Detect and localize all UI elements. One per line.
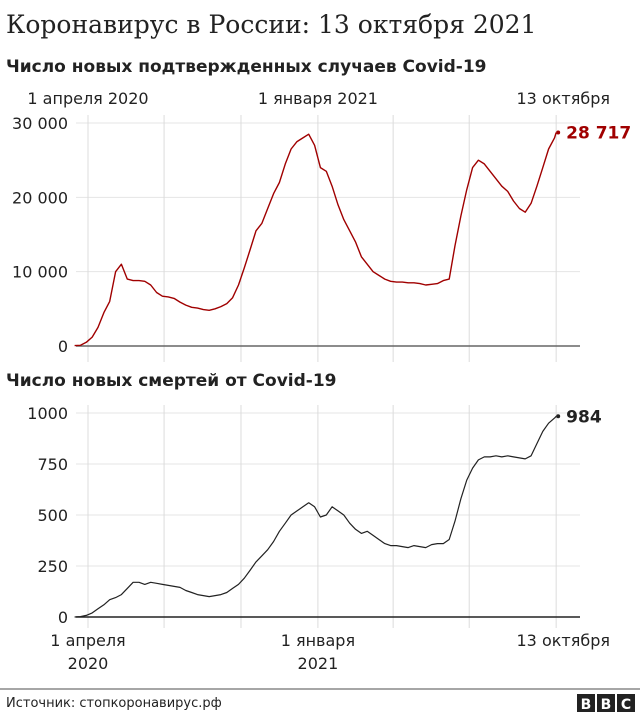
y-tick-label: 750 [37, 455, 68, 474]
cases-chart: 0 10 000 20 000 30 000 28 717 1 апреля 2020 1 … [12, 89, 631, 362]
deaths-chart: 0 250 500 750 1000 984 1 апреля 2020 1 января 202… [27, 404, 610, 673]
x-tick-label: 13 октября [517, 631, 611, 650]
end-point-marker [556, 414, 561, 419]
y-tick-label: 30 000 [12, 114, 68, 133]
end-point-marker [556, 130, 561, 135]
bbc-logo: B B C [577, 694, 635, 713]
y-tick-label: 0 [58, 337, 68, 356]
cases-chart-title: Число новых подтвержденных случаев Covid… [6, 57, 487, 77]
source-text: Источник: стопкоронавирус.рф [6, 696, 222, 711]
y-tick-label: 250 [37, 557, 68, 576]
x-tick-label: 2021 [298, 654, 339, 673]
deaths-series-line [74, 415, 557, 618]
y-tick-label: 500 [37, 506, 68, 525]
page-title: Коронавирус в России: 13 октября 2021 [6, 10, 536, 39]
svg-text:B: B [581, 697, 592, 713]
y-tick-label: 10 000 [12, 263, 68, 282]
x-tick-label: 2020 [68, 654, 109, 673]
x-tick-label: 13 октября [517, 89, 611, 108]
y-tick-label: 1000 [27, 404, 68, 423]
deaths-chart-title: Число новых смертей от Covid-19 [6, 371, 337, 391]
x-tick-label: 1 апреля [50, 631, 125, 650]
end-value-label: 984 [566, 407, 602, 427]
svg-text:B: B [601, 697, 612, 713]
cases-series-line [74, 132, 557, 347]
y-tick-label: 20 000 [12, 188, 68, 207]
svg-text:C: C [621, 697, 631, 713]
x-tick-label: 1 января 2021 [258, 89, 378, 108]
y-tick-label: 0 [58, 608, 68, 627]
x-tick-label: 1 января [281, 631, 355, 650]
end-value-label: 28 717 [566, 124, 631, 144]
x-tick-label: 1 апреля 2020 [27, 89, 148, 108]
